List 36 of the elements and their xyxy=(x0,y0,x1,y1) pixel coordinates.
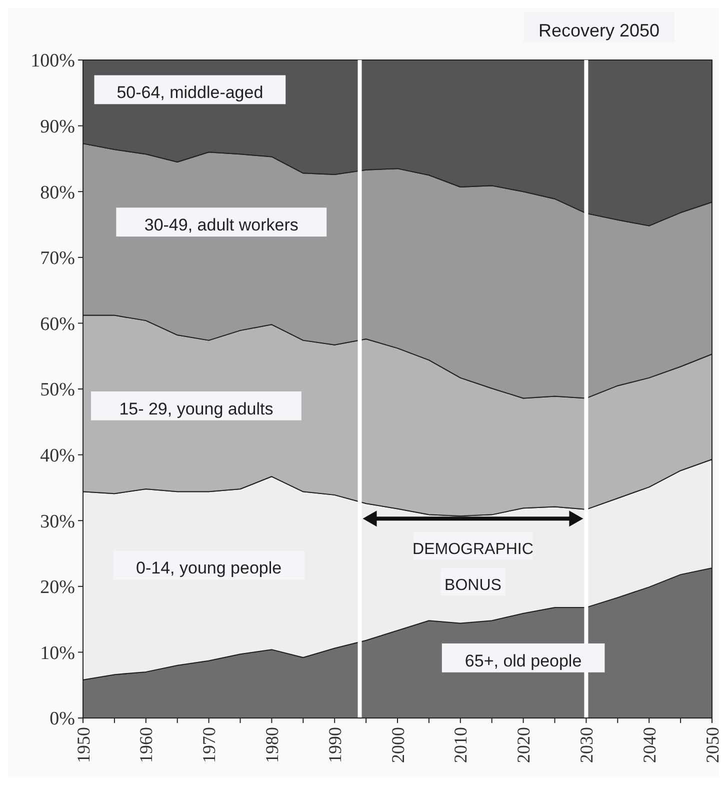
chart-title: Recovery 2050 xyxy=(538,20,660,40)
y-tick-label: 20% xyxy=(40,577,76,598)
label-card: 50-64, middle-aged xyxy=(94,75,286,104)
x-tick-label: 2020 xyxy=(514,727,534,763)
label-card: 0-14, young people xyxy=(113,550,304,580)
series-label: 15- 29, young adults xyxy=(119,399,274,418)
x-tick-label: 1990 xyxy=(324,727,345,763)
x-tick-label: 1950 xyxy=(73,727,94,763)
x-tick-label: 2040 xyxy=(639,727,660,763)
y-tick-label: 100% xyxy=(30,50,76,72)
x-tick-label: 2030 xyxy=(576,727,596,763)
label-card: DEMOGRAPHIC xyxy=(412,532,534,560)
x-tick-label: 1960 xyxy=(136,727,156,763)
x-tick-label: 2050 xyxy=(702,727,722,763)
label-card: BONUS xyxy=(440,568,506,596)
y-tick-label: 90% xyxy=(40,116,76,138)
x-tick-label: 1980 xyxy=(262,727,282,763)
y-tick-label: 80% xyxy=(40,182,76,204)
y-tick-label: 30% xyxy=(40,511,76,532)
x-tick-label: 1970 xyxy=(199,727,220,763)
x-tick-label: 2010 xyxy=(450,727,471,763)
label-card: 65+, old people xyxy=(442,643,605,672)
series-label: 30-49, adult workers xyxy=(144,216,298,235)
series-label: 65+, old people xyxy=(464,651,582,670)
y-tick-label: 10% xyxy=(40,642,76,664)
x-tick-label: 2000 xyxy=(388,727,408,763)
y-tick-label: 40% xyxy=(40,445,76,466)
y-tick-label: 50% xyxy=(40,380,76,401)
label-card: 15- 29, young adults xyxy=(91,391,302,420)
series-label: 50-64, middle-aged xyxy=(116,83,264,102)
label-card: Recovery 2050 xyxy=(523,12,675,43)
y-tick-label: 60% xyxy=(40,314,76,335)
y-tick-label: 0% xyxy=(50,708,76,730)
label-card: 30-49, adult workers xyxy=(116,208,327,237)
y-tick-label: 70% xyxy=(40,248,76,270)
series-label: 0-14, young people xyxy=(136,558,282,578)
